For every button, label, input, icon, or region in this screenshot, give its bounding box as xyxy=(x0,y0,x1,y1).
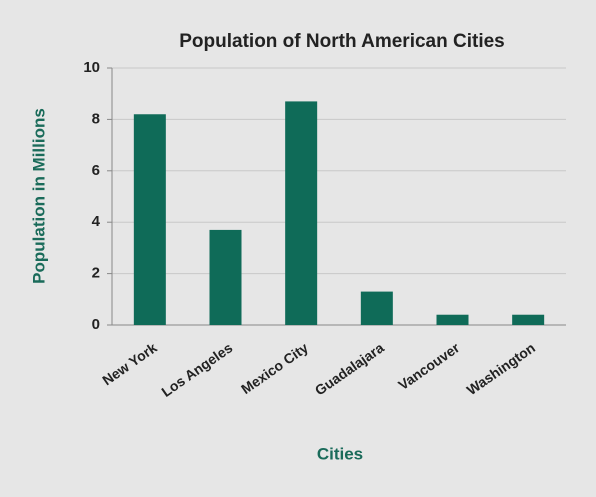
bar xyxy=(512,314,545,325)
y-tick-label: 10 xyxy=(83,59,100,76)
x-axis-title: Cities xyxy=(317,444,363,463)
bar xyxy=(360,291,393,325)
chart-title: Population of North American Cities xyxy=(179,31,505,52)
y-tick-label: 6 xyxy=(92,162,100,179)
y-tick-label: 8 xyxy=(92,110,100,127)
bar xyxy=(209,229,242,325)
bar xyxy=(285,101,318,325)
y-axis-title: Population in Millions xyxy=(29,108,48,284)
bar xyxy=(133,114,166,325)
y-tick-label: 0 xyxy=(92,316,100,333)
bar xyxy=(436,314,469,325)
y-tick-label: 2 xyxy=(92,265,100,282)
y-tick-label: 4 xyxy=(92,213,101,230)
